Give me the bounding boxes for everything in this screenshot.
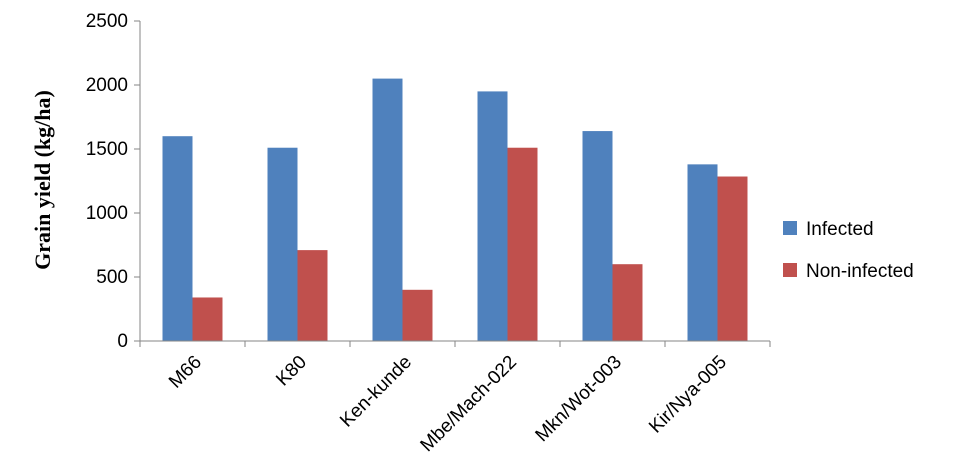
bar-infected-3: [477, 91, 508, 342]
y-tick-label: 1500: [86, 139, 128, 160]
bar-infected-1: [267, 147, 298, 341]
y-axis-label: Grain yield (kg/ha): [30, 90, 55, 270]
y-tick-label: 500: [96, 267, 128, 288]
x-tick-label: Mkn/Wot-003: [532, 352, 626, 446]
y-tick-label: 2500: [86, 11, 128, 32]
x-tick-label: Kir/Nya-005: [645, 352, 731, 438]
bars: [162, 78, 748, 342]
x-tick-label: Ken-kunde: [336, 352, 416, 432]
bar-non-infected-1: [297, 250, 328, 341]
y-tick-label: 0: [117, 331, 128, 352]
legend-label: Infected: [806, 219, 874, 240]
x-tick-label: Mbe/Mach-022: [417, 352, 521, 456]
bar-non-infected-0: [192, 297, 223, 341]
bar-infected-0: [162, 136, 193, 341]
bar-non-infected-4: [612, 264, 643, 341]
x-tick-label: M66: [165, 352, 206, 393]
y-tick-label: 1000: [86, 203, 128, 224]
bar-infected-2: [372, 78, 403, 341]
legend-swatch-non-infected: [783, 263, 797, 277]
bar-non-infected-3: [507, 147, 538, 341]
y-tick-label: 2000: [86, 75, 128, 96]
y-axis-ticks: 0 500 1000 1500 2000 2500: [86, 11, 140, 352]
x-tick-label: K80: [272, 352, 311, 391]
x-axis-ticks: M66 K80 Ken-kunde Mbe/Mach-022 Mkn/Wot-003 Ki…: [165, 352, 731, 456]
legend-label: Non-infected: [806, 261, 914, 282]
bar-infected-5: [687, 164, 718, 341]
bar-non-infected-2: [402, 289, 433, 341]
legend-swatch-infected: [783, 221, 797, 235]
legend: Infected Non-infected: [783, 219, 914, 282]
bar-non-infected-5: [717, 176, 748, 341]
axes: [139, 21, 771, 347]
bar-infected-4: [582, 131, 613, 341]
